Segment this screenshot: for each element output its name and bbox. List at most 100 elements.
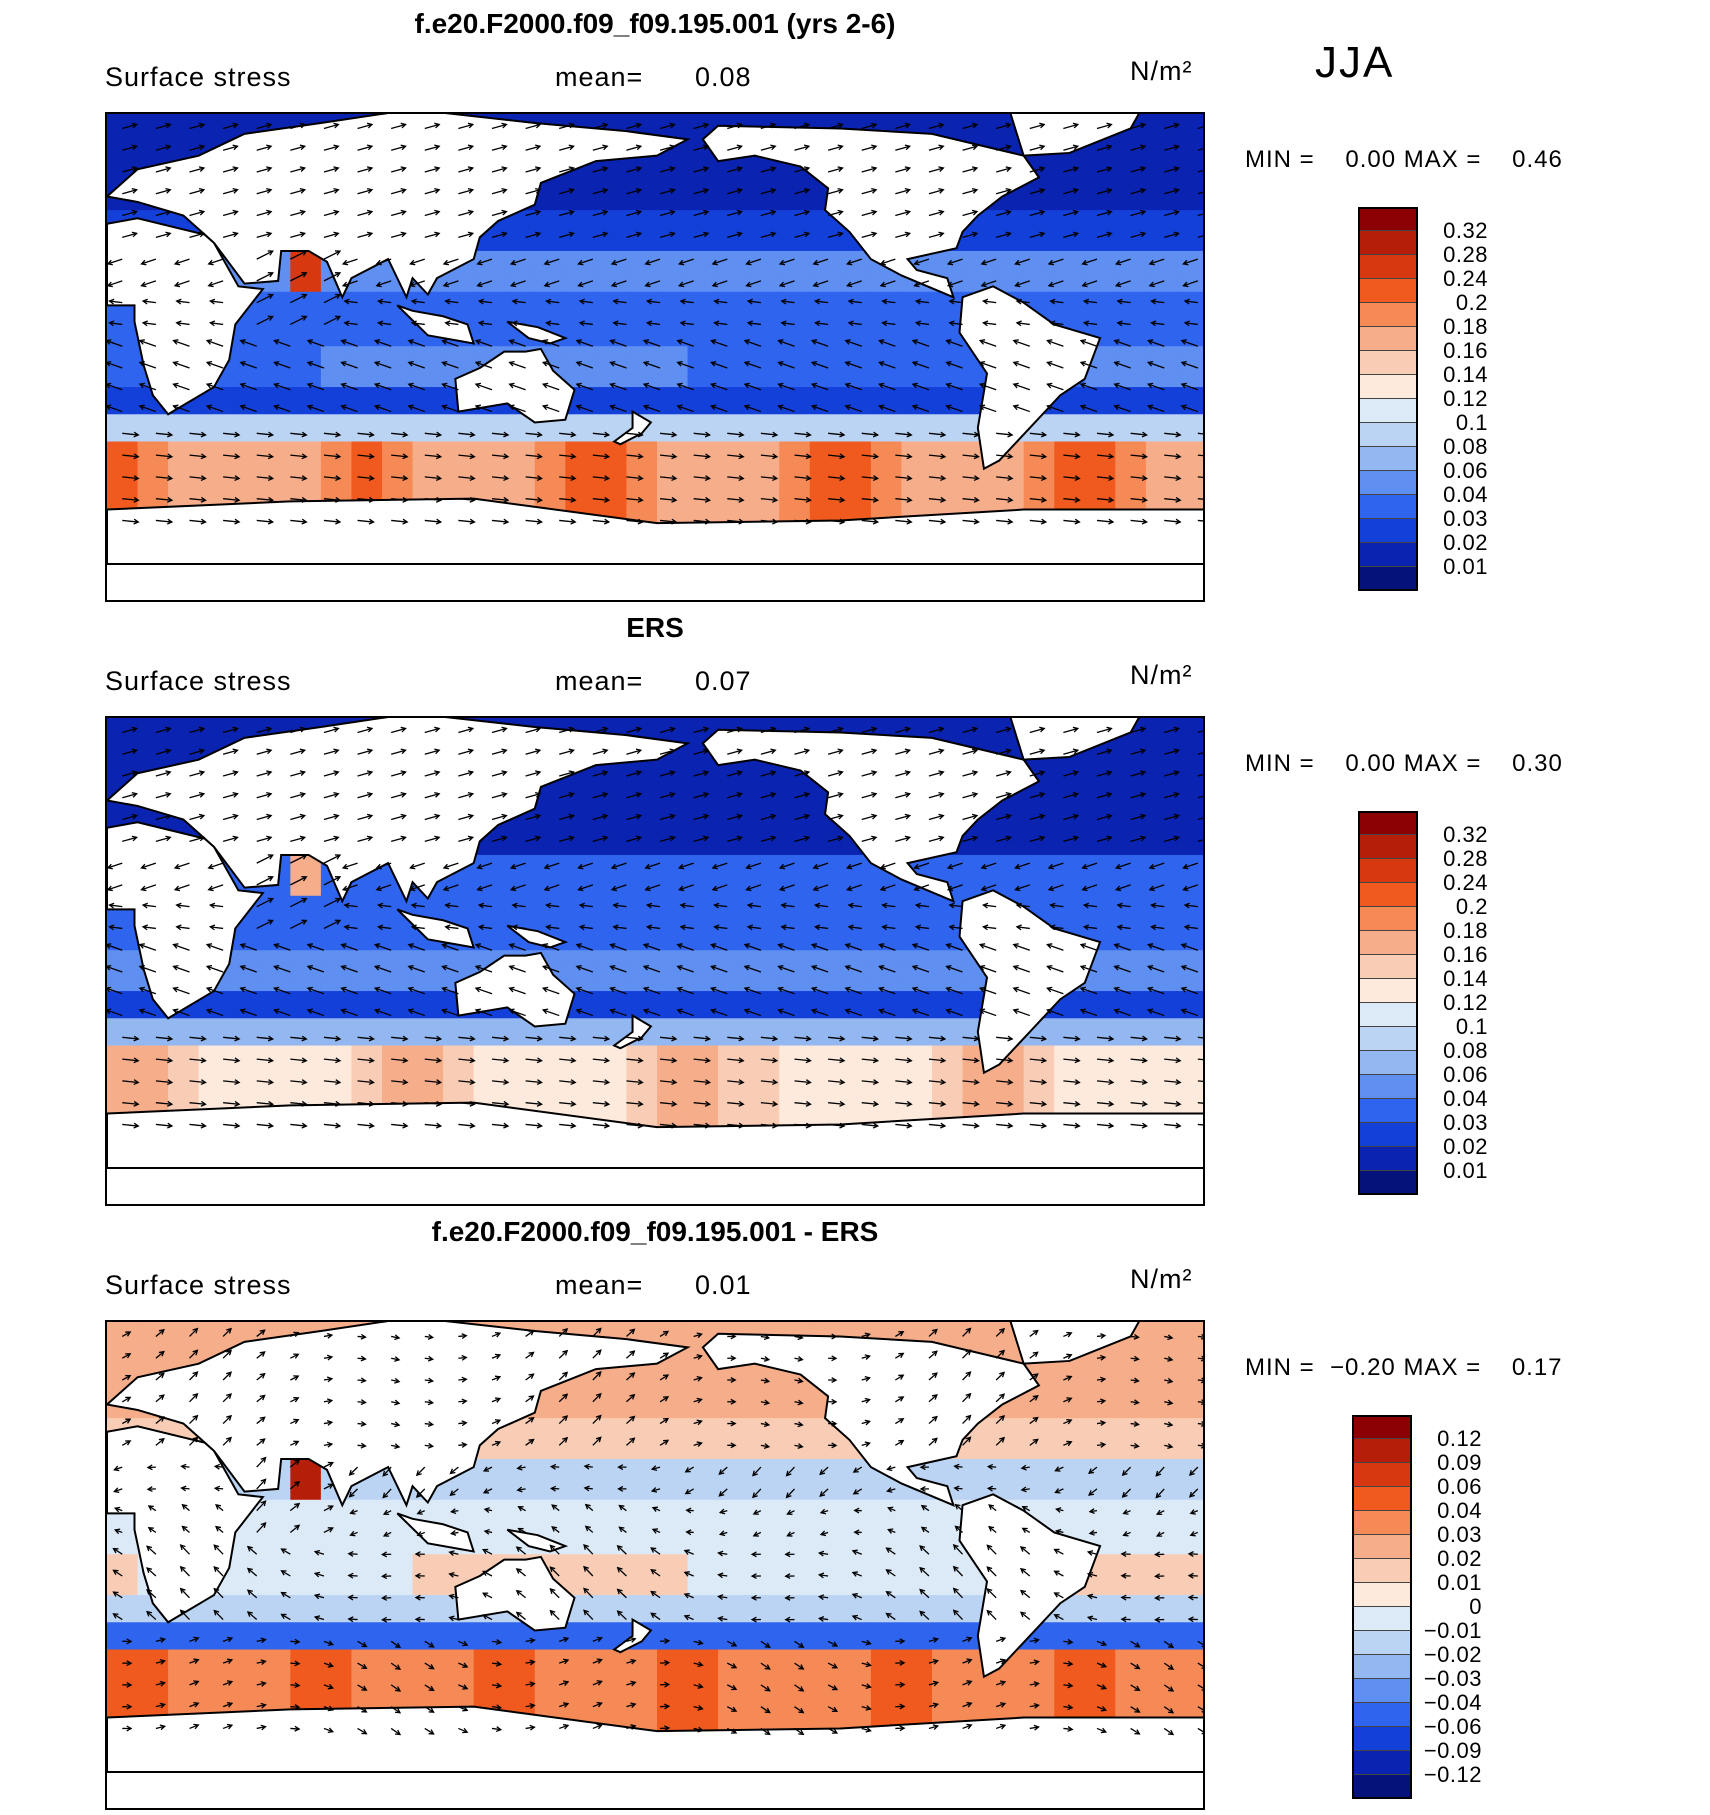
stress-cell (595, 373, 627, 388)
stress-arrow (357, 793, 373, 799)
stress-cell (320, 373, 352, 388)
stress-cell (595, 950, 627, 965)
stress-arrow (1015, 280, 1030, 287)
stress-arrow-head (133, 1100, 140, 1107)
stress-arrow (525, 1036, 542, 1040)
stress-arrow-head (738, 1057, 745, 1064)
stress-arrow (206, 383, 224, 391)
stress-arrow-head (198, 144, 206, 151)
stress-arrow (861, 123, 877, 130)
stress-cell (657, 800, 689, 815)
stress-cell (1023, 1072, 1055, 1087)
stress-arrow-head (267, 496, 275, 503)
stress-arrow-head (373, 404, 381, 411)
stress-arrow (559, 432, 576, 436)
stress-cell (168, 1322, 200, 1337)
stress-arrow-head (477, 320, 485, 327)
stress-arrow-head (299, 209, 307, 216)
stress-cell (993, 1086, 1025, 1101)
stress-arrow-head (474, 986, 482, 993)
stress-arrow-head (1007, 1035, 1014, 1042)
stress-arrow-head (266, 188, 273, 194)
stress-cell (962, 854, 994, 870)
colorbar-box (1358, 1123, 1418, 1147)
stress-arrow-head (266, 144, 273, 151)
stress-arrow (189, 210, 205, 217)
stress-cell (595, 196, 627, 211)
stress-arrow (1197, 432, 1203, 435)
stress-arrow-head (205, 1008, 213, 1015)
stress-arrow-head (165, 792, 172, 798)
stress-arrow-head (1141, 1057, 1148, 1064)
stress-arrow (1029, 1080, 1046, 1084)
stress-cell (870, 718, 902, 733)
stress-arrow (357, 1102, 374, 1105)
stress-cell (595, 305, 627, 320)
stress-arrow (845, 405, 862, 413)
stress-arrow (342, 862, 358, 869)
stress-arrow-head (603, 431, 611, 438)
stress-arrow-head (133, 1122, 140, 1129)
stress-arrow-head (373, 986, 381, 993)
stress-cell (901, 305, 933, 320)
stress-arrow-head (232, 813, 239, 820)
stress-arrow-head (503, 1035, 510, 1042)
stress-arrow-head (1039, 209, 1046, 216)
stress-arrow (626, 749, 642, 755)
stress-arrow (107, 280, 123, 287)
stress-cell (351, 1322, 383, 1324)
stress-cell (687, 868, 719, 883)
stress-cell (107, 482, 139, 497)
stress-arrow-head (267, 1079, 275, 1086)
stress-arrow (525, 1102, 542, 1105)
stress-arrow-head (340, 943, 347, 949)
stress-arrow-head (839, 518, 846, 525)
stress-cell (626, 1072, 658, 1087)
stress-arrow-head (642, 964, 650, 971)
stress-cell (1145, 155, 1177, 170)
stress-cell (718, 237, 750, 252)
stress-arrow-head (334, 250, 342, 256)
stress-arrow-head (167, 1057, 174, 1064)
stress-arrow (323, 189, 339, 195)
stress-arrow (1063, 1102, 1080, 1105)
stress-cell (290, 400, 322, 415)
stress-arrow-head (1180, 986, 1187, 993)
stress-cell (779, 923, 811, 938)
stress-arrow (576, 965, 594, 973)
stress-cell (1145, 854, 1177, 870)
stress-arrow-head (543, 863, 550, 870)
stress-arrow (847, 884, 862, 891)
stress-arrow (122, 232, 137, 238)
stress-arrow-head (812, 863, 819, 870)
stress-arrow-head (1039, 188, 1046, 194)
stress-arrow-head (871, 188, 878, 194)
stress-arrow-head (536, 518, 543, 525)
stress-arrow-head (837, 188, 844, 194)
stress-cell (1176, 455, 1203, 470)
stress-arrow (189, 167, 205, 173)
stress-cell (107, 746, 139, 761)
stress-cell (198, 441, 230, 456)
stress-arrow-head (545, 298, 552, 305)
stress-arrow-head (340, 1008, 347, 1015)
stress-arrow-head (133, 1057, 140, 1064)
stress-arrow (341, 965, 358, 973)
stress-arrow (861, 749, 877, 755)
landmass (612, 1013, 653, 1050)
stress-cell (534, 441, 566, 456)
stress-arrow-head (945, 964, 952, 971)
stress-cell (809, 455, 841, 470)
stress-arrow (290, 876, 307, 886)
stress-arrow-head (301, 475, 308, 482)
stress-arrow (155, 189, 171, 195)
stress-arrow (714, 300, 728, 304)
stress-arrow (210, 904, 224, 908)
stress-arrow-head (366, 770, 374, 776)
stress-cell (657, 250, 689, 266)
stress-cell (229, 114, 261, 116)
stress-cell (1084, 977, 1116, 992)
stress-arrow-head (844, 382, 851, 389)
stress-arrow-head (637, 431, 644, 438)
stress-cell (932, 950, 964, 965)
